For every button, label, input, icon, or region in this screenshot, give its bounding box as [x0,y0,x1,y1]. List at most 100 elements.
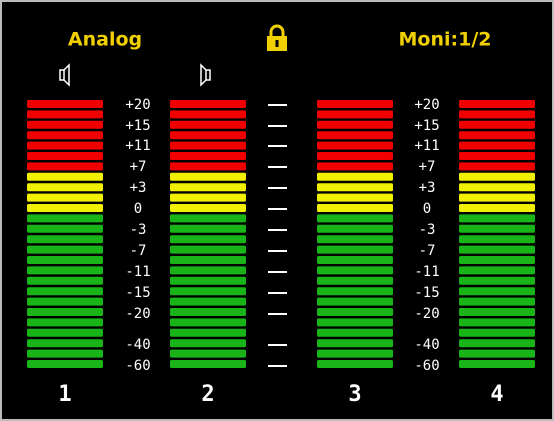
channel-number: 1 [58,382,71,407]
meter-segment [170,100,246,108]
scale-label: -3 [419,222,436,238]
meter-segment [459,318,535,327]
meter-segment [317,100,393,108]
meter-segment [317,224,393,233]
meter-segment [170,162,246,171]
meter-segment [27,224,103,233]
meter-segment [317,349,393,358]
meter-segment [170,360,246,368]
meter-segment [317,339,393,348]
meter-segment [459,266,535,275]
scale-label: +15 [125,118,150,134]
meter-segment [170,308,246,316]
scale-label: -15 [414,285,439,301]
meter-segment [170,141,246,150]
meter-segment [27,162,103,171]
meter-segment [27,360,103,368]
meter-segment [27,120,103,129]
meter-segment [317,308,393,316]
meter-segment [317,328,393,337]
meter-segment [170,339,246,348]
lock-icon [267,24,287,51]
meter-segment [459,120,535,129]
meter-segment [317,297,393,306]
meter-segment [27,349,103,358]
meter-segment [27,245,103,254]
meter-segment [170,120,246,129]
meter-segment [27,308,103,316]
meter-segment [27,131,103,140]
scale-label: -60 [414,358,439,374]
scale-label: +15 [414,118,439,134]
meter-segment [317,245,393,254]
meter-segment [27,183,103,192]
meter-segment [170,193,246,202]
meter-segment [317,193,393,202]
meter-segment [459,162,535,171]
scale-label: -11 [125,264,150,280]
meter-segment [317,256,393,264]
meter-segment [27,141,103,150]
meter-segment [27,214,103,223]
meter-segment [170,131,246,140]
meter-segment [170,256,246,264]
scale-label: -11 [414,264,439,280]
meter-segment [170,172,246,181]
meter-segment [459,141,535,150]
scale-label: -3 [130,222,147,238]
meter-segment [27,204,103,212]
meter-segment [459,256,535,264]
scale-label: +3 [419,180,436,196]
meter-segment [170,276,246,285]
meter-segment [27,193,103,202]
meter-segment [459,214,535,223]
scale-label: -7 [419,243,436,259]
scale-label: -20 [125,306,150,322]
meter-segment [27,235,103,244]
meter-segment [170,297,246,306]
meter-segment [459,100,535,108]
meter-segment [317,110,393,119]
meter-segment [170,224,246,233]
meter-segment [27,110,103,119]
meter-segment [459,339,535,348]
meter-segment [459,110,535,119]
meter-segment [317,152,393,160]
scale-label: -40 [414,337,439,353]
meter-segment [27,297,103,306]
meter-segment [317,141,393,150]
meter-segment [317,287,393,296]
meter-segment [459,276,535,285]
meter-segment [317,360,393,368]
meter-segment [459,131,535,140]
speaker-icon [59,63,70,87]
meter-segment [170,349,246,358]
channel-number: 3 [348,382,361,407]
meter-segment [170,235,246,244]
meter-segment [459,235,535,244]
scale-label: +20 [125,97,150,113]
meter-segment [459,224,535,233]
meter-segment [317,162,393,171]
meter-segment [459,297,535,306]
meter-segment [459,172,535,181]
scale-label: -40 [125,337,150,353]
scale-label: +11 [125,138,150,154]
meter-segment [170,152,246,160]
meter-segment [317,172,393,181]
meter-segment [170,110,246,119]
scale-label: -60 [125,358,150,374]
input-label: Analog [68,29,142,51]
meter-segment [317,131,393,140]
meter-segment [27,287,103,296]
meter-segment [459,328,535,337]
meter-segment [170,183,246,192]
meter-segment [459,183,535,192]
meter-segment [317,235,393,244]
meter-segment [459,349,535,358]
scale-label: +11 [414,138,439,154]
meter-segment [27,172,103,181]
meter-segment [27,276,103,285]
meter-segment [27,339,103,348]
meter-segment [317,214,393,223]
